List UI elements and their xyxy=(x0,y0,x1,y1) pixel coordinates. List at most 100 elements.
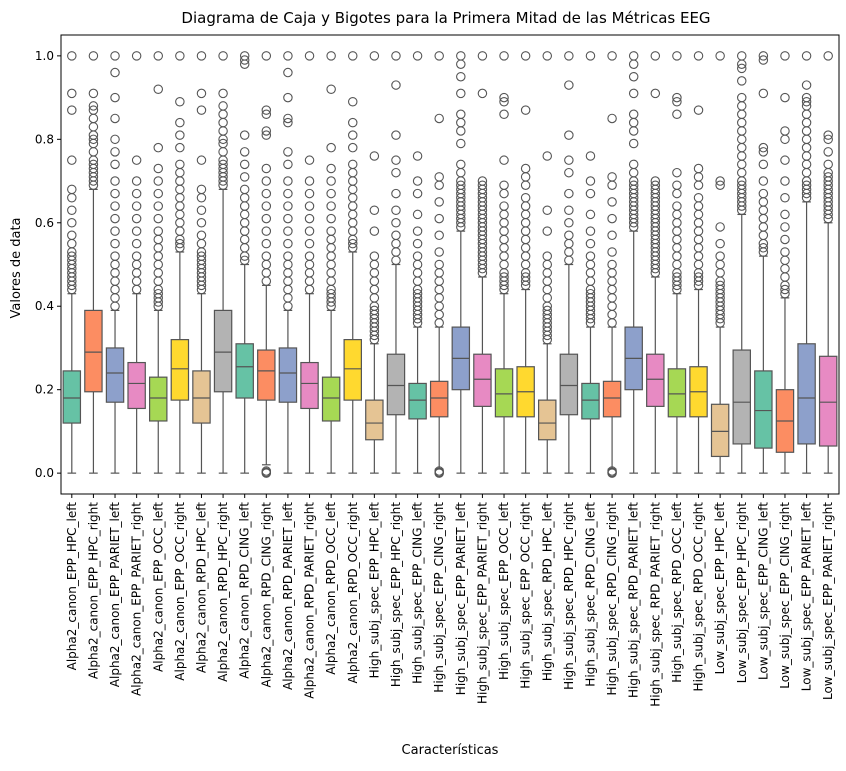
outlier-point xyxy=(239,159,250,170)
outlier-point xyxy=(823,159,833,170)
outlier-point xyxy=(153,243,164,253)
outlier-point xyxy=(196,155,207,165)
outlier-point xyxy=(520,234,531,245)
outlier-point xyxy=(304,176,315,186)
box-group: Alpha2_canon_EPP_PARIET_left xyxy=(105,51,125,687)
outlier-point xyxy=(564,230,574,241)
outlier-point xyxy=(607,293,617,303)
outlier-point xyxy=(283,51,293,61)
outlier-point xyxy=(153,251,164,261)
outlier-point xyxy=(628,180,639,190)
x-axis-label: Características xyxy=(402,743,499,758)
outlier-point xyxy=(607,318,617,328)
outlier-point xyxy=(369,284,380,295)
outlier-point xyxy=(347,167,358,178)
outlier-point xyxy=(347,117,358,128)
outlier-point xyxy=(304,155,315,165)
outlier-point xyxy=(153,188,164,199)
outlier-point xyxy=(88,134,99,145)
box-group: High_subj_spec_EPP_OCC_right xyxy=(516,51,535,689)
plot-area: 0.0 0.2 0.4 0.6 0.8 1.0 Alpha2_canon_EPP_HPC_l… xyxy=(35,34,840,707)
plot-frame xyxy=(60,34,840,495)
box-group: High_subj_spec_EPP_PARIET_left xyxy=(451,51,471,695)
box-group: Alpha2_canon_RPD_OCC_left xyxy=(321,51,341,675)
outlier-point xyxy=(347,184,358,195)
outlier-point xyxy=(110,213,120,224)
outlier-point xyxy=(369,259,380,270)
outlier-point xyxy=(239,218,250,228)
outlier-point xyxy=(110,134,120,145)
outlier-point xyxy=(456,117,466,128)
outlier-point xyxy=(564,188,574,199)
x-tick-label: Alpha2_canon_RPD_PARIET_left xyxy=(281,502,295,690)
box xyxy=(754,370,773,449)
outlier-point xyxy=(261,251,272,261)
box xyxy=(667,368,687,418)
outlier-point xyxy=(218,159,228,170)
box xyxy=(300,361,319,410)
box xyxy=(473,353,492,407)
outlier-point xyxy=(175,201,185,211)
outlier-point xyxy=(175,159,185,170)
outlier-point xyxy=(304,226,315,236)
outlier-point xyxy=(369,226,380,236)
outlier-point xyxy=(672,234,682,245)
outlier-point xyxy=(499,109,509,120)
outlier-point xyxy=(131,268,142,278)
outlier-point xyxy=(780,51,790,61)
outlier-point xyxy=(780,247,790,257)
outlier-point xyxy=(153,142,164,153)
outlier-point xyxy=(196,184,207,195)
outlier-point xyxy=(542,293,552,303)
box xyxy=(646,353,665,407)
outlier-point xyxy=(412,251,423,261)
outlier-point xyxy=(456,71,466,82)
outlier-point xyxy=(67,51,77,61)
outlier-point xyxy=(693,105,704,115)
outlier-point xyxy=(153,288,164,299)
outlier-point xyxy=(801,167,812,178)
box-group: Alpha2_canon_RPD_CING_right xyxy=(257,51,276,687)
outlier-point xyxy=(585,188,596,199)
outlier-point xyxy=(542,305,552,316)
outlier-point xyxy=(520,192,531,203)
outlier-point xyxy=(239,201,250,211)
outlier-point xyxy=(780,234,790,245)
x-tick-label: Alpha2_canon_RPD_OCC_right xyxy=(346,502,360,684)
x-tick-label: Low_subj_spec_EPP_CING_left xyxy=(756,502,770,680)
box-group: Alpha2_canon_RPD_PARIET_left xyxy=(278,51,298,690)
outlier-point xyxy=(628,51,639,61)
outlier-point xyxy=(261,466,272,476)
outlier-point xyxy=(153,226,164,236)
outlier-point xyxy=(758,243,769,253)
outlier-point xyxy=(607,51,617,61)
outlier-point xyxy=(239,192,250,203)
outlier-point xyxy=(175,226,185,236)
x-tick-label: Low_subj_spec_EPP_PARIET_left xyxy=(800,502,814,692)
outlier-point xyxy=(326,163,336,174)
outlier-point xyxy=(304,268,315,278)
box-group: Alpha2_canon_EPP_OCC_left xyxy=(149,51,168,672)
outlier-point xyxy=(196,88,207,99)
outlier-point xyxy=(607,213,617,224)
outlier-point xyxy=(780,272,790,282)
outlier-point xyxy=(693,234,704,245)
outlier-point xyxy=(456,159,466,170)
outlier-point xyxy=(564,247,574,257)
outlier-point xyxy=(304,201,315,211)
x-tick-label: Low_subj_spec_EPP_HPC_right xyxy=(735,502,749,683)
outlier-point xyxy=(499,180,509,190)
outlier-point xyxy=(758,188,769,199)
outlier-point xyxy=(434,466,444,476)
outlier-point xyxy=(153,268,164,278)
outlier-point xyxy=(261,259,272,270)
box xyxy=(149,376,168,422)
outlier-point xyxy=(585,238,596,249)
outlier-point xyxy=(391,51,401,61)
outlier-point xyxy=(283,201,293,211)
outlier-point xyxy=(175,117,185,128)
outlier-point xyxy=(715,238,725,249)
outlier-point xyxy=(650,51,661,61)
outlier-point xyxy=(347,130,358,140)
outlier-point xyxy=(520,226,531,236)
